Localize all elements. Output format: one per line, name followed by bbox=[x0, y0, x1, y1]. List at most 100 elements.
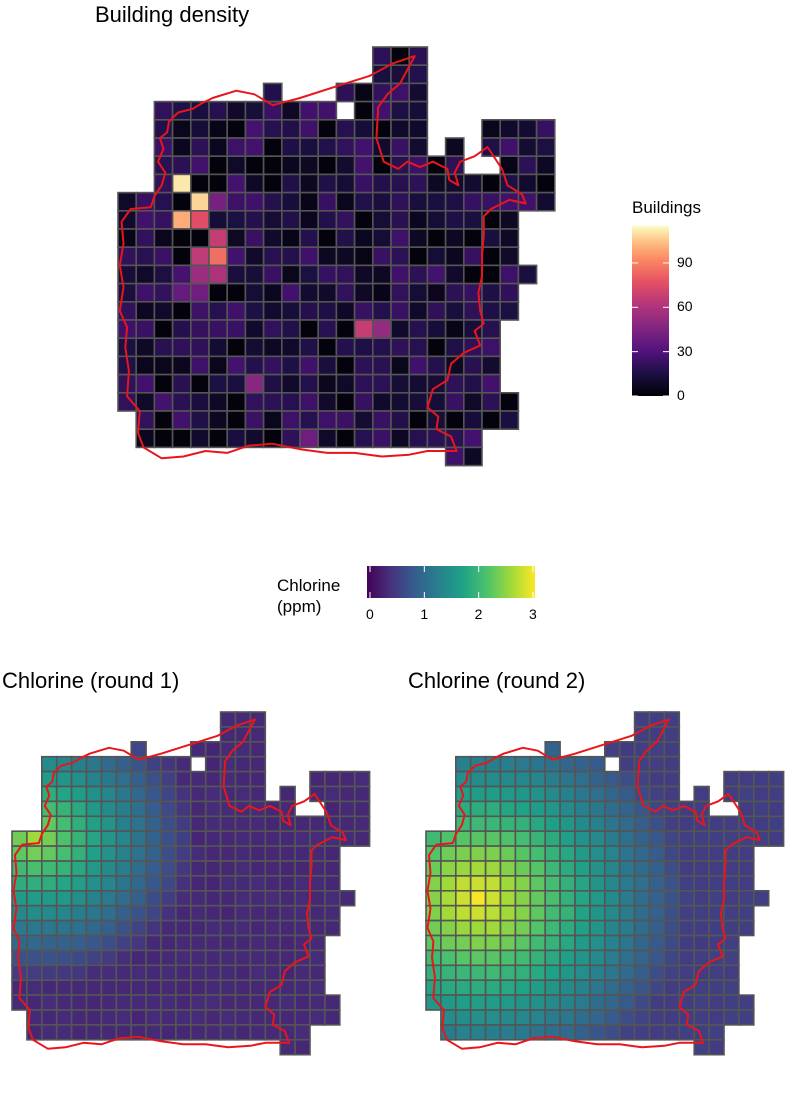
grid-cell bbox=[171, 228, 192, 249]
grid-cell bbox=[481, 319, 502, 340]
buildings-colorbar-ticks bbox=[632, 262, 669, 397]
grid-cell bbox=[280, 100, 301, 121]
grid-cell bbox=[145, 785, 162, 803]
grid-cell bbox=[130, 785, 147, 803]
grid-cell bbox=[100, 815, 118, 832]
grid-cell bbox=[317, 337, 338, 358]
grid-cell bbox=[100, 994, 118, 1011]
grid-cell bbox=[633, 875, 651, 892]
grid-cell bbox=[55, 815, 73, 832]
grid-cell bbox=[226, 119, 247, 139]
grid-cell bbox=[353, 815, 371, 832]
grid-cell bbox=[514, 889, 532, 907]
grid-cell bbox=[559, 875, 576, 892]
grid-cell bbox=[280, 119, 301, 139]
grid-cell bbox=[153, 319, 174, 340]
grid-cell bbox=[145, 1024, 162, 1041]
grid-cell bbox=[85, 845, 103, 862]
grid-cell bbox=[514, 875, 532, 892]
grid-cell bbox=[55, 994, 73, 1011]
grid-cell bbox=[244, 246, 265, 267]
grid-cell bbox=[440, 845, 457, 862]
grid-cell bbox=[160, 979, 177, 996]
grid-cell bbox=[294, 934, 311, 952]
grid-cell bbox=[559, 904, 576, 922]
grid-cell bbox=[708, 845, 725, 862]
grid-cell bbox=[723, 904, 740, 922]
grid-cell bbox=[171, 300, 192, 321]
grid-cell bbox=[226, 264, 247, 285]
grid-cell bbox=[353, 785, 371, 803]
grid-cell bbox=[544, 994, 561, 1011]
grid-cell bbox=[262, 391, 283, 412]
grid-cell bbox=[55, 919, 73, 937]
grid-cell bbox=[208, 210, 229, 230]
grid-cell bbox=[469, 934, 487, 952]
grid-cell bbox=[130, 1009, 147, 1026]
grid-cell bbox=[244, 319, 265, 340]
grid-cell bbox=[190, 785, 207, 803]
grid-cell bbox=[454, 845, 472, 862]
grid-cell bbox=[262, 82, 283, 103]
grid-cell bbox=[100, 949, 118, 967]
grid-cell bbox=[574, 800, 591, 818]
grid-cell bbox=[559, 1009, 576, 1026]
grid-cell bbox=[280, 355, 301, 376]
grid-cell bbox=[559, 964, 576, 981]
grid-cell bbox=[204, 979, 222, 996]
grid-cell bbox=[171, 191, 192, 212]
grid-cell bbox=[440, 979, 457, 996]
grid-cell bbox=[190, 337, 210, 358]
grid-cell bbox=[408, 82, 429, 103]
grid-cell bbox=[100, 1024, 118, 1041]
grid-cell bbox=[544, 785, 561, 803]
grid-cell bbox=[208, 282, 229, 303]
grid-cell bbox=[204, 800, 222, 818]
grid-cell bbox=[708, 830, 725, 847]
grid-cell bbox=[234, 1024, 252, 1041]
grid-cell bbox=[85, 815, 103, 832]
grid-cell bbox=[190, 191, 210, 212]
grid-cell bbox=[249, 904, 267, 922]
grid-cell bbox=[294, 889, 311, 907]
grid-cell bbox=[767, 830, 785, 847]
grid-cell bbox=[115, 1009, 133, 1026]
grid-cell bbox=[544, 740, 561, 758]
grid-cell bbox=[481, 173, 502, 194]
grid-cell bbox=[264, 860, 281, 877]
grid-cell bbox=[299, 319, 320, 340]
grid-cell bbox=[135, 264, 156, 285]
grid-cell bbox=[390, 282, 411, 303]
grid-cell bbox=[469, 979, 487, 996]
grid-cell bbox=[535, 191, 556, 212]
grid-cell bbox=[618, 1024, 636, 1041]
grid-cell bbox=[219, 949, 237, 967]
grid-cell bbox=[390, 410, 411, 431]
grid-cell bbox=[226, 282, 247, 303]
grid-cell bbox=[309, 949, 326, 967]
grid-cell bbox=[244, 391, 265, 412]
grid-cell bbox=[85, 889, 103, 907]
grid-cell bbox=[40, 875, 58, 892]
buildings-colorbar bbox=[632, 226, 669, 396]
grid-cell bbox=[440, 964, 457, 981]
grid-cell bbox=[85, 860, 103, 877]
grid-cell bbox=[208, 155, 229, 176]
grid-cell bbox=[85, 755, 103, 773]
grid-cell bbox=[353, 246, 374, 267]
grid-cell bbox=[190, 1024, 207, 1041]
grid-cell bbox=[262, 337, 283, 358]
grid-cell bbox=[529, 979, 546, 996]
grid-cell bbox=[85, 934, 103, 952]
grid-cell bbox=[299, 119, 320, 139]
grid-cell bbox=[559, 919, 576, 937]
grid-cell bbox=[280, 155, 301, 176]
grid-cell bbox=[130, 964, 147, 981]
grid-cell bbox=[234, 979, 252, 996]
grid-cell bbox=[262, 355, 283, 376]
grid-cell bbox=[353, 391, 374, 412]
grid-cell bbox=[618, 1009, 636, 1026]
grid-cell bbox=[204, 875, 222, 892]
grid-cell bbox=[708, 934, 725, 952]
grid-cell bbox=[499, 800, 517, 818]
